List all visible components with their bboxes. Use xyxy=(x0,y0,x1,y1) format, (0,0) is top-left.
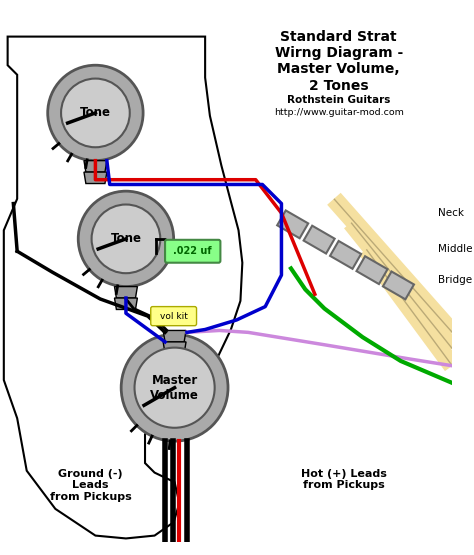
Text: Middle: Middle xyxy=(438,244,473,254)
Text: Neck: Neck xyxy=(438,208,464,218)
Text: Rothstein Guitars: Rothstein Guitars xyxy=(287,95,391,105)
Circle shape xyxy=(61,79,130,147)
Text: Tone: Tone xyxy=(110,233,141,245)
Text: Tone: Tone xyxy=(80,107,111,119)
Polygon shape xyxy=(4,37,242,538)
Text: Ground (-)
Leads
from Pickups: Ground (-) Leads from Pickups xyxy=(50,469,131,502)
Text: Bridge: Bridge xyxy=(438,275,472,285)
Polygon shape xyxy=(277,210,308,238)
Polygon shape xyxy=(115,298,137,310)
Text: Standard Strat: Standard Strat xyxy=(281,30,397,44)
Text: Master Volume,: Master Volume, xyxy=(277,62,400,77)
FancyBboxPatch shape xyxy=(165,240,220,263)
Polygon shape xyxy=(356,256,388,284)
Polygon shape xyxy=(163,330,186,342)
Polygon shape xyxy=(304,226,335,254)
Text: 2 Tones: 2 Tones xyxy=(309,79,368,93)
Circle shape xyxy=(48,65,143,160)
Text: Wirng Diagram -: Wirng Diagram - xyxy=(274,46,403,60)
Polygon shape xyxy=(84,160,107,172)
Text: vol kit: vol kit xyxy=(160,312,188,321)
Circle shape xyxy=(121,334,228,441)
Text: http://www.guitar-mod.com: http://www.guitar-mod.com xyxy=(274,108,404,117)
Text: Master
Volume: Master Volume xyxy=(150,374,199,402)
Polygon shape xyxy=(330,241,361,269)
Polygon shape xyxy=(383,271,414,299)
Circle shape xyxy=(91,204,160,273)
Polygon shape xyxy=(84,172,107,184)
Polygon shape xyxy=(115,286,137,298)
Text: .022 uf: .022 uf xyxy=(173,246,212,256)
Polygon shape xyxy=(163,342,186,354)
Text: Hot (+) Leads
from Pickups: Hot (+) Leads from Pickups xyxy=(301,469,386,491)
Circle shape xyxy=(135,347,215,428)
FancyBboxPatch shape xyxy=(151,306,197,326)
Circle shape xyxy=(78,191,173,286)
